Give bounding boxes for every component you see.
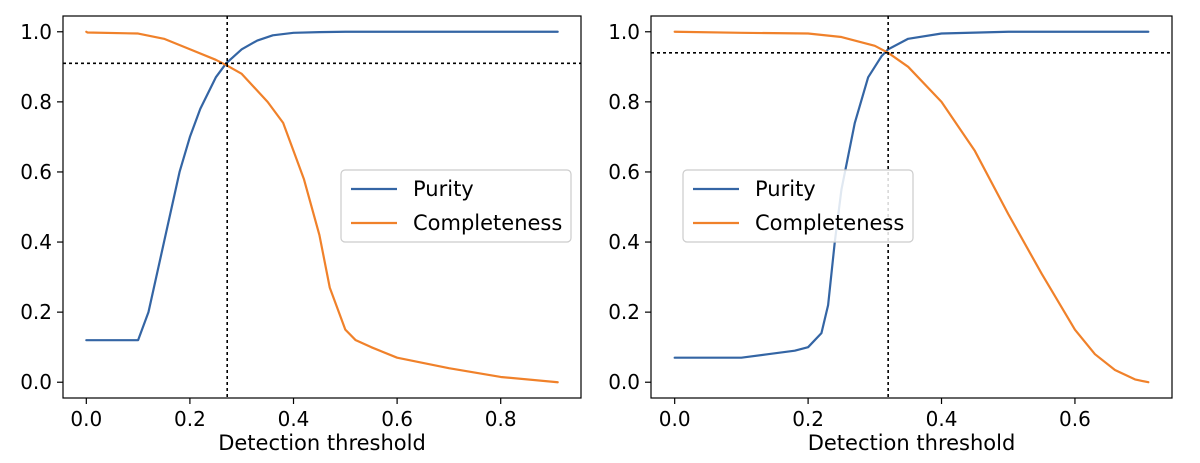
left-x-tick-label: 0.4 xyxy=(278,407,310,431)
right-legend-box xyxy=(682,169,914,243)
left-completeness-line xyxy=(85,30,559,384)
right-y-tick-label: 0.6 xyxy=(608,160,640,184)
right-x-axis-label: Detection threshold xyxy=(808,431,1016,455)
left-x-axis-label: Detection threshold xyxy=(218,431,426,455)
right-purity-line xyxy=(673,30,1150,359)
left-y-tick-label: 0.4 xyxy=(20,230,52,254)
right-plot-frame xyxy=(650,15,1173,399)
chart-left: 0.0 0.2 0.4 0.6 0.8 0.0 0.2 0.4 0.6 0.8 1.0 Detecti… xyxy=(20,15,582,455)
left-y-tick-label: 0.2 xyxy=(20,300,52,324)
right-y-tick-label: 1.0 xyxy=(608,20,640,44)
left-purity-line xyxy=(85,30,559,342)
right-x-tick-label: 0.6 xyxy=(1059,407,1091,431)
left-y-tick-label: 1.0 xyxy=(20,20,52,44)
right-y-tick-label: 0.0 xyxy=(608,370,640,394)
right-x-tick-label: 0.0 xyxy=(659,407,691,431)
right-y-tick-label: 0.2 xyxy=(608,300,640,324)
left-legend: Purity Completeness xyxy=(340,169,572,243)
right-y-tick-label: 0.4 xyxy=(608,230,640,254)
left-legend-box xyxy=(340,169,572,243)
right-x-tick-label: 0.2 xyxy=(792,407,824,431)
left-x-tick-label: 0.0 xyxy=(70,407,102,431)
chart-right: 0.0 0.2 0.4 0.6 0.0 0.2 0.4 0.6 0.8 1.0 Detection … xyxy=(608,15,1173,455)
right-completeness-line xyxy=(673,30,1150,384)
left-y-tick-label: 0.8 xyxy=(20,90,52,114)
left-legend-label-purity: Purity xyxy=(413,177,474,201)
left-y-tick-label: 0.0 xyxy=(20,370,52,394)
left-plot-frame xyxy=(62,15,582,399)
left-x-tick-label: 0.6 xyxy=(381,407,413,431)
right-legend-label-completeness: Completeness xyxy=(755,211,904,235)
right-legend-label-purity: Purity xyxy=(755,177,816,201)
right-x-tick-label: 0.4 xyxy=(926,407,958,431)
right-legend: Purity Completeness xyxy=(682,169,914,243)
left-legend-label-completeness: Completeness xyxy=(413,211,562,235)
right-y-tick-label: 0.8 xyxy=(608,90,640,114)
left-x-tick-label: 0.8 xyxy=(485,407,517,431)
left-x-tick-label: 0.2 xyxy=(174,407,206,431)
left-y-tick-label: 0.6 xyxy=(20,160,52,184)
